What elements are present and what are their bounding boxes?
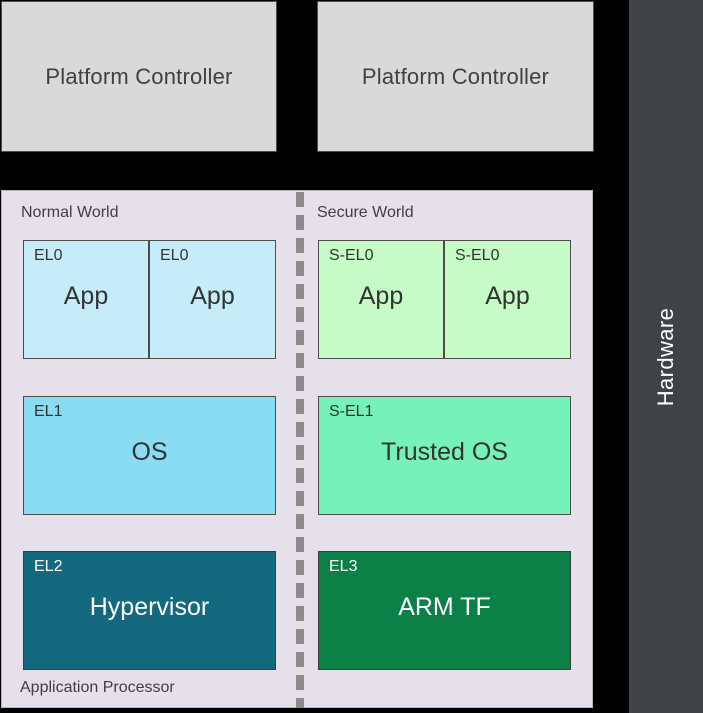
block-title: App — [63, 281, 109, 310]
hardware-label: Hardware — [653, 307, 678, 406]
block-title: App — [358, 281, 404, 310]
block-el1-os: EL1 OS — [23, 396, 276, 515]
block-s-el0-app-2: S-EL0 App — [444, 240, 571, 359]
application-processor-caption: Application Processor — [20, 679, 175, 696]
block-title: Hypervisor — [89, 592, 210, 621]
normal-world-label: Normal World — [21, 204, 119, 221]
exception-level-tag: S-EL0 — [455, 247, 500, 264]
block-title: Trusted OS — [381, 437, 508, 466]
block-el3-arm-tf: EL3 ARM TF — [318, 551, 571, 670]
block-s-el1-trusted-os: S-EL1 Trusted OS — [318, 396, 571, 515]
hardware-bar: Hardware — [629, 0, 703, 713]
exception-level-tag: EL1 — [34, 403, 63, 420]
block-title: OS — [131, 437, 168, 466]
platform-controller-label: Platform Controller — [361, 63, 550, 89]
exception-level-tag: S-EL1 — [329, 403, 374, 420]
world-divider-dashed-line — [296, 192, 304, 708]
platform-controller-label: Platform Controller — [45, 63, 233, 89]
block-title: App — [485, 281, 530, 310]
block-el0-app-1: EL0 App — [23, 240, 149, 359]
block-title: ARM TF — [398, 592, 491, 621]
block-s-el0-app-1: S-EL0 App — [318, 240, 444, 359]
block-el0-app-2: EL0 App — [149, 240, 276, 359]
platform-controller-secure: Platform Controller — [317, 1, 594, 152]
exception-level-tag: EL0 — [160, 247, 189, 264]
block-title: App — [190, 281, 235, 310]
block-el2-hypervisor: EL2 Hypervisor — [23, 551, 276, 670]
exception-level-tag: EL3 — [329, 558, 358, 575]
exception-level-tag: EL2 — [34, 558, 63, 575]
exception-level-tag: S-EL0 — [329, 247, 374, 264]
secure-world-label: Secure World — [317, 204, 414, 221]
exception-level-tag: EL0 — [34, 247, 63, 264]
platform-controller-normal: Platform Controller — [1, 1, 277, 152]
